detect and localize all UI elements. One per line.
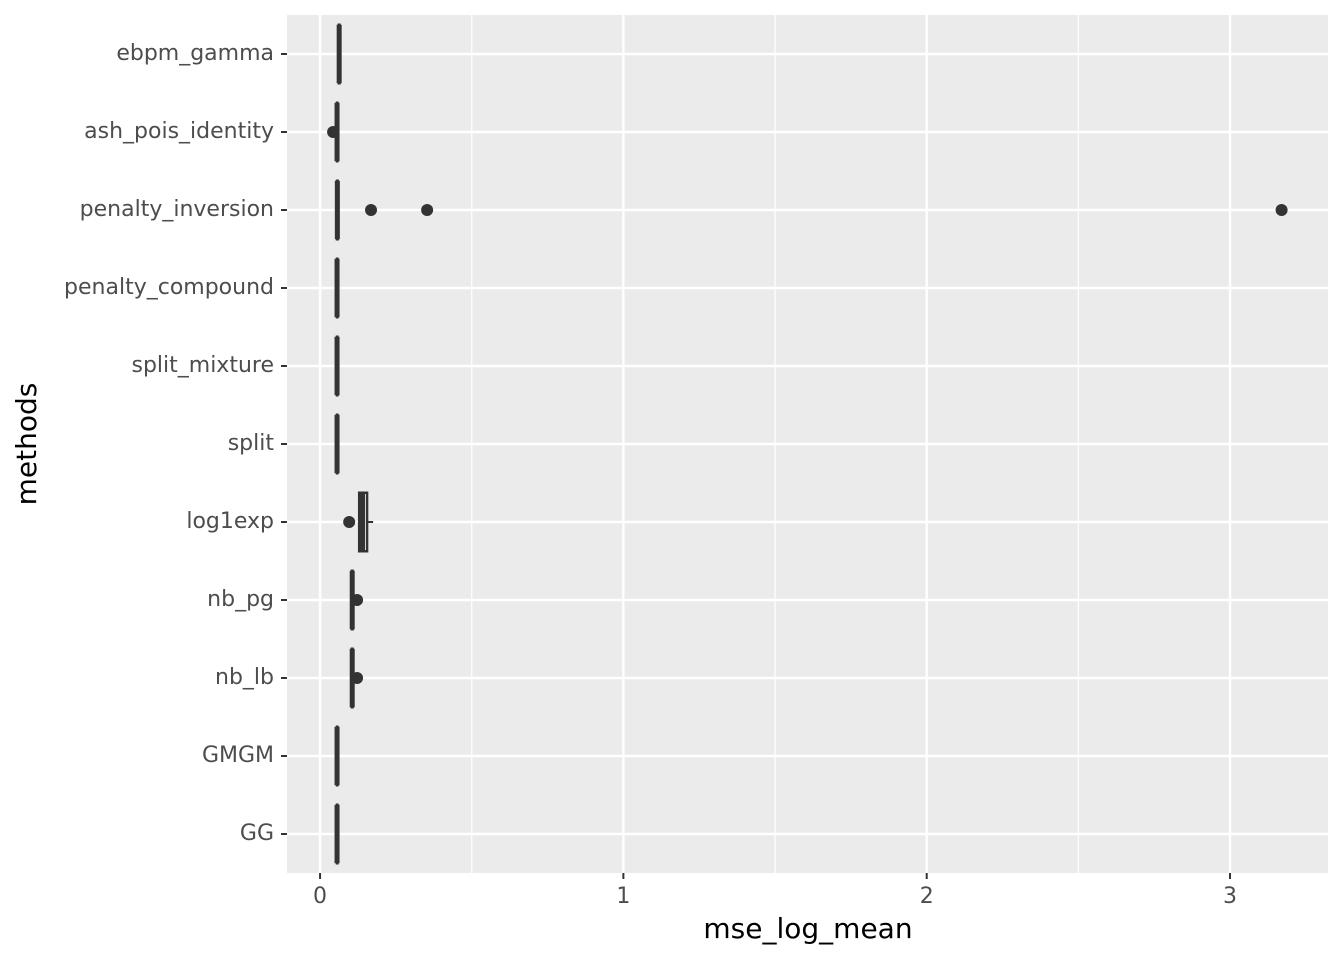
- outlier: [327, 126, 339, 138]
- y-tick-label: nb_pg: [207, 587, 274, 612]
- y-tick-label: penalty_compound: [64, 275, 274, 300]
- x-tick-label: 3: [1223, 884, 1237, 909]
- outlier: [1276, 204, 1288, 216]
- y-tick-label: GMGM: [202, 743, 274, 768]
- outlier: [351, 672, 363, 684]
- y-tick-label: log1exp: [186, 509, 274, 534]
- y-axis-title: methods: [10, 383, 43, 506]
- outlier: [421, 204, 433, 216]
- x-tick-label: 2: [920, 884, 934, 909]
- x-axis-title: mse_log_mean: [703, 912, 912, 945]
- outlier: [343, 516, 355, 528]
- y-tick-label: split_mixture: [131, 353, 274, 378]
- outlier: [365, 204, 377, 216]
- x-tick-label: 1: [616, 884, 630, 909]
- y-tick-label: nb_lb: [215, 665, 274, 690]
- y-tick-label: GG: [240, 821, 274, 846]
- x-tick-label: 0: [313, 884, 327, 909]
- y-tick-label: split: [228, 431, 275, 456]
- outlier: [351, 594, 363, 606]
- y-tick-label: ebpm_gamma: [116, 41, 274, 66]
- y-tick-label: penalty_inversion: [80, 197, 274, 222]
- y-tick-label: ash_pois_identity: [84, 119, 274, 144]
